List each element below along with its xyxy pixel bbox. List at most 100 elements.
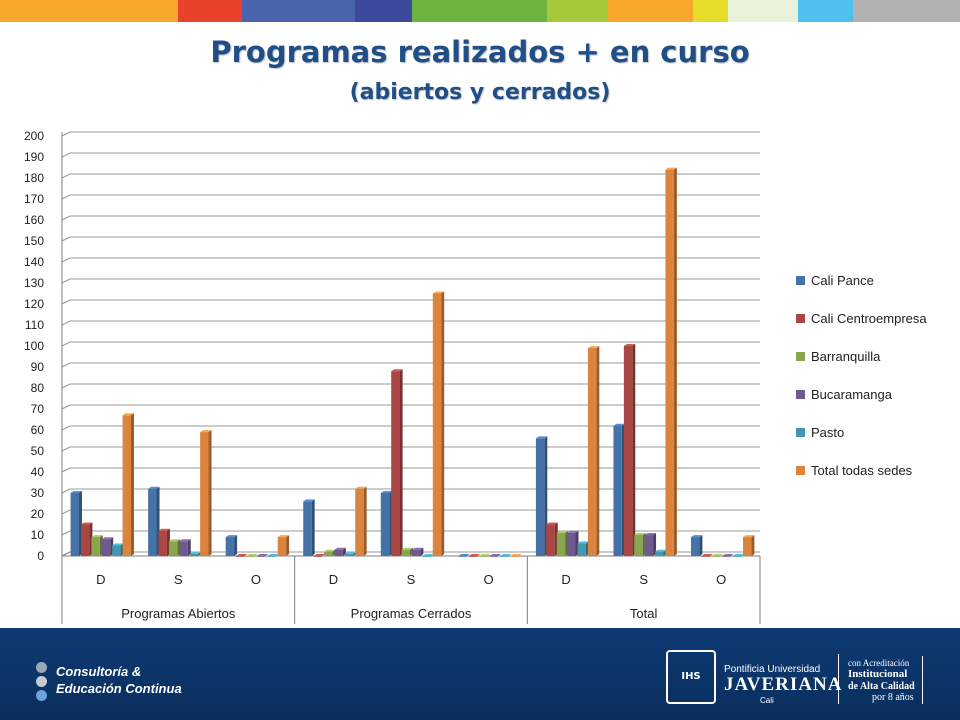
bar xyxy=(344,553,354,556)
university-name-line-1: Pontificia Universidad xyxy=(724,664,821,675)
bar-top xyxy=(179,539,191,542)
color-strip-segment xyxy=(728,0,798,22)
bar-top xyxy=(303,499,315,502)
gridline-depth xyxy=(61,341,71,347)
bar-top xyxy=(634,533,646,535)
bar xyxy=(236,556,245,557)
gridline-depth xyxy=(61,236,71,242)
bar-top xyxy=(236,554,248,556)
bar-top xyxy=(613,423,625,426)
bar xyxy=(112,545,121,556)
bar-side xyxy=(311,499,315,556)
legend-swatch xyxy=(796,314,805,323)
gridline-depth xyxy=(61,404,71,410)
bar xyxy=(277,537,287,556)
bar xyxy=(577,543,586,556)
bar-top xyxy=(246,554,258,556)
y-tick-label: 60 xyxy=(31,423,45,437)
bar-side xyxy=(208,430,212,556)
chart-title: Programas realizados + en curso xyxy=(210,35,750,69)
bar xyxy=(355,488,364,556)
x-tick-label: S xyxy=(407,572,416,587)
bar-top xyxy=(168,539,181,542)
legend-swatch xyxy=(796,352,805,361)
bar-top xyxy=(644,533,657,535)
group-label: Programas Cerrados xyxy=(351,606,472,621)
bar-top xyxy=(91,535,103,538)
bar-top xyxy=(225,535,238,538)
gridline-depth xyxy=(61,362,71,368)
y-tick-label: 80 xyxy=(31,381,45,395)
bar-top xyxy=(458,554,470,556)
bar xyxy=(324,551,333,556)
bar-top xyxy=(479,554,491,556)
bar-side xyxy=(653,533,657,556)
bar-side xyxy=(632,344,636,556)
university-seal-icon: IHS xyxy=(666,650,716,704)
y-tick-label: 40 xyxy=(31,465,45,479)
gridline-depth xyxy=(61,320,71,326)
y-tick-label: 110 xyxy=(25,318,44,332)
gridline-depth xyxy=(61,257,71,263)
bar-top xyxy=(701,554,713,556)
bar-top xyxy=(189,551,202,554)
bar-top xyxy=(556,530,569,533)
bar xyxy=(225,537,235,556)
bar-top xyxy=(355,486,367,489)
gridline-depth xyxy=(61,173,71,179)
color-strip-segment xyxy=(608,0,693,22)
bar xyxy=(546,524,555,556)
bar xyxy=(458,556,467,557)
bar xyxy=(158,530,167,556)
bar-top xyxy=(277,535,290,538)
bar xyxy=(701,556,710,557)
y-tick-label: 190 xyxy=(24,150,44,164)
gridline-depth xyxy=(61,299,71,305)
x-tick-label: O xyxy=(483,572,493,587)
floor-edge xyxy=(61,551,71,557)
bar xyxy=(168,541,178,556)
bar-top xyxy=(344,551,357,554)
y-tick-label: 0 xyxy=(37,549,44,563)
bar xyxy=(489,556,498,557)
bar-side xyxy=(441,291,445,556)
brand-dot-icon xyxy=(36,662,47,673)
bar-top xyxy=(567,530,579,533)
bar xyxy=(267,556,276,557)
university-name-line-2: JAVERIANA xyxy=(724,674,843,695)
bar-top xyxy=(489,554,501,556)
y-tick-label: 200 xyxy=(24,129,44,143)
bar xyxy=(391,371,400,556)
bar xyxy=(510,556,519,557)
color-strip-segment xyxy=(798,0,853,22)
bar xyxy=(432,293,442,556)
bar-top xyxy=(313,554,326,556)
bar-top xyxy=(70,491,82,493)
bar-side xyxy=(130,413,134,556)
bar xyxy=(468,556,478,557)
bar xyxy=(479,556,488,557)
color-strip-segment xyxy=(106,0,178,22)
gridline-depth xyxy=(61,215,71,221)
y-tick-label: 10 xyxy=(31,528,45,542)
y-tick-label: 150 xyxy=(24,234,44,248)
gridline-depth xyxy=(61,467,71,473)
bar-chart: 0 10 20 30 40 50 60 70 80 90 100 110 120 130 140 150 160… xyxy=(24,129,927,624)
bar xyxy=(70,493,79,556)
bar xyxy=(80,524,90,556)
gridline-depth xyxy=(61,278,71,284)
bar-top xyxy=(468,554,481,556)
top-color-strip xyxy=(0,0,960,22)
bar-top xyxy=(732,554,745,556)
y-tick-label: 20 xyxy=(31,507,45,521)
y-tick-label: 130 xyxy=(24,276,44,290)
bar-top xyxy=(101,537,114,540)
gridline-depth xyxy=(61,488,71,494)
brand-dot-icon xyxy=(36,690,47,701)
bar-side xyxy=(399,369,403,556)
color-strip-segment xyxy=(693,0,728,22)
bar xyxy=(587,348,597,556)
bar-top xyxy=(267,554,279,556)
y-tick-label: 160 xyxy=(24,213,44,227)
group-label: Programas Abiertos xyxy=(121,606,236,621)
